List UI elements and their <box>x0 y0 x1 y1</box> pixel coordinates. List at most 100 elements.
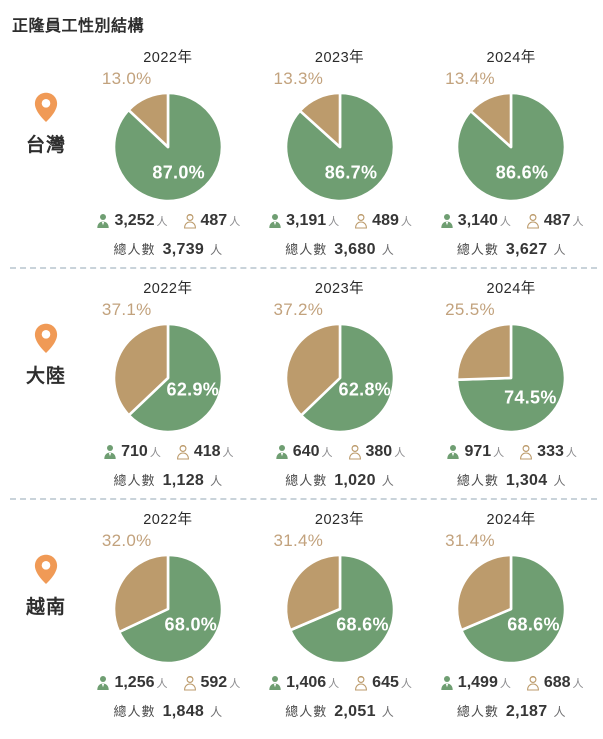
female-person-icon <box>183 214 196 229</box>
total-label: 總人數 <box>113 704 156 719</box>
year-label: 2023年 <box>314 512 365 528</box>
male-person-icon <box>441 676 453 690</box>
female-person-icon <box>348 445 361 460</box>
pie-chart-cell: 2022年 32.0% 68.0% 1,256 人 592 人總人數 1,848 人 <box>82 504 254 721</box>
person-suffix: 人 <box>156 216 168 228</box>
person-suffix: 人 <box>572 216 584 228</box>
female-count: 688 <box>543 674 571 691</box>
person-suffix: 人 <box>394 447 406 459</box>
pie-chart: 68.0% <box>112 553 224 665</box>
region-name: 越南 <box>25 597 66 618</box>
female-slice <box>298 91 341 149</box>
female-slice <box>455 322 513 381</box>
person-suffix: 人 <box>229 216 241 228</box>
year-label: 2022年 <box>143 512 193 528</box>
male-person-icon <box>276 445 288 459</box>
female-percentage-label: 25.5% <box>445 300 495 319</box>
region-label: 台灣 <box>10 16 82 233</box>
total-line: 總人數 1,128 人 <box>114 470 223 490</box>
total-line: 總人數 1,848 人 <box>114 701 223 721</box>
male-count: 3,140 <box>457 212 498 229</box>
region-label: 大陸 <box>10 247 82 464</box>
total-label: 總人數 <box>113 242 156 257</box>
year-label: 2023年 <box>314 50 365 66</box>
pie-chart: 68.6% <box>284 553 395 665</box>
person-suffix: 人 <box>210 474 223 488</box>
pie-area: 13.0% 87.0% <box>90 67 246 209</box>
female-slice <box>284 553 341 632</box>
pie-chart-cell: 2022年 37.1% 62.9% 710 人 418 人總人數 1,128 人 <box>82 273 254 490</box>
female-person-icon <box>183 676 196 691</box>
year-label: 2022年 <box>143 281 193 297</box>
male-person-icon <box>104 445 116 459</box>
male-person-icon <box>97 676 110 690</box>
location-pin-icon <box>34 92 58 122</box>
person-suffix: 人 <box>572 678 584 690</box>
female-count: 487 <box>543 212 571 229</box>
pie-chart: 86.7% <box>284 91 395 203</box>
total-count: 1,848 <box>162 703 205 720</box>
person-suffix: 人 <box>328 216 340 228</box>
person-suffix: 人 <box>156 678 168 690</box>
total-label: 總人數 <box>285 242 328 257</box>
pie-chart: 86.6% <box>455 91 567 203</box>
person-suffix: 人 <box>499 216 511 228</box>
pie-chart: 62.9% <box>112 322 224 434</box>
pie-chart: 87.0% <box>112 91 224 203</box>
year-label: 2022年 <box>143 50 193 66</box>
male-slice <box>288 553 395 665</box>
person-suffix: 人 <box>499 678 511 690</box>
person-suffix: 人 <box>210 705 223 719</box>
male-person-icon <box>447 445 460 459</box>
male-count: 971 <box>464 443 492 460</box>
total-line: 總人數 2,051 人 <box>285 701 394 721</box>
female-percentage-label: 37.2% <box>273 300 324 319</box>
female-count: 645 <box>372 674 399 691</box>
male-person-icon <box>441 214 453 228</box>
male-percentage-label: 86.6% <box>496 162 549 182</box>
pie-area: 31.4% 68.6% <box>433 529 589 671</box>
pie-chart: 62.8% <box>284 322 395 434</box>
person-suffix: 人 <box>381 474 394 488</box>
counts-line: 971 人 333 人 <box>445 443 577 461</box>
total-label: 總人數 <box>285 473 328 488</box>
male-count: 710 <box>121 443 148 460</box>
pie-area: 13.4% 86.6% <box>433 67 589 209</box>
year-label: 2024年 <box>486 512 536 528</box>
male-percentage-label: 86.7% <box>324 163 377 183</box>
male-percentage-label: 68.6% <box>507 615 560 635</box>
female-person-icon <box>355 214 368 229</box>
female-person-icon <box>526 676 539 691</box>
total-label: 總人數 <box>456 242 499 257</box>
male-slice <box>460 553 567 665</box>
male-count: 1,499 <box>457 674 498 691</box>
male-person-icon <box>269 214 281 228</box>
region-name: 大陸 <box>25 366 66 387</box>
male-percentage-label: 62.9% <box>166 379 219 399</box>
male-count: 1,256 <box>114 674 155 691</box>
location-pin-icon <box>34 554 58 584</box>
person-suffix: 人 <box>328 678 340 690</box>
person-suffix: 人 <box>222 447 234 459</box>
person-suffix: 人 <box>553 243 566 257</box>
total-line: 總人數 3,627 人 <box>457 239 566 259</box>
total-line: 總人數 1,304 人 <box>457 470 566 490</box>
male-percentage-label: 68.0% <box>164 614 217 634</box>
year-label: 2023年 <box>314 281 365 297</box>
male-person-icon <box>97 214 110 228</box>
female-percentage-label: 37.1% <box>101 300 152 319</box>
location-pin-icon <box>34 323 58 353</box>
male-percentage-label: 87.0% <box>152 163 205 183</box>
person-suffix: 人 <box>493 447 505 459</box>
male-count: 3,252 <box>114 212 155 229</box>
total-count: 2,051 <box>334 703 376 720</box>
person-suffix: 人 <box>149 447 161 459</box>
person-suffix: 人 <box>321 447 333 459</box>
female-count: 592 <box>200 674 228 691</box>
pie-area: 25.5% 74.5% <box>433 298 589 440</box>
total-count: 3,680 <box>334 241 376 258</box>
female-count: 487 <box>200 212 228 229</box>
total-line: 總人數 2,187 人 <box>457 701 566 721</box>
counts-line: 1,406 人 645 人 <box>267 674 412 692</box>
